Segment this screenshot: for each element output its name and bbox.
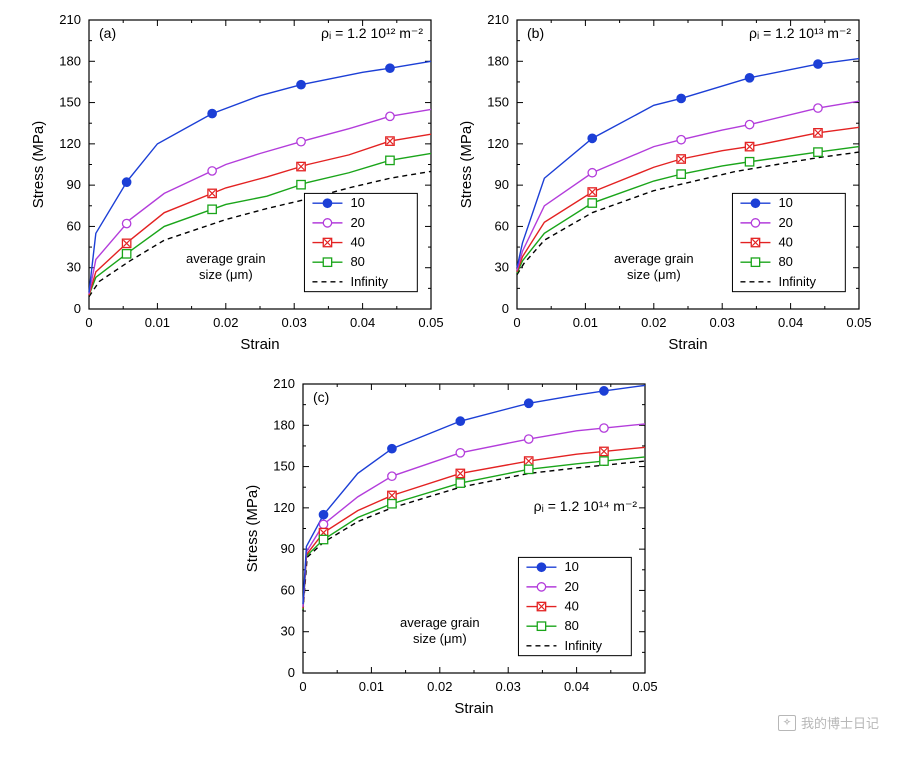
legend-item-inf: Infinity bbox=[778, 274, 816, 289]
legend-item-40: 40 bbox=[564, 599, 578, 614]
svg-text:60: 60 bbox=[280, 582, 294, 597]
svg-text:0.05: 0.05 bbox=[418, 315, 443, 330]
svg-text:90: 90 bbox=[280, 541, 294, 556]
legend-item-inf: Infinity bbox=[350, 274, 388, 289]
chart-panel-b: 0 0.01 0.02 0.03 0.04 0.05 0 30 60 90 120 150 180 210… bbox=[453, 6, 873, 366]
y-axis-label: Stress (MPa) bbox=[244, 485, 261, 573]
legend-title-line-1: size (μm) bbox=[412, 631, 466, 646]
x-axis-label: Strain bbox=[454, 700, 493, 717]
annotation-rho: ρᵢ = 1.2 10¹³ m⁻² bbox=[749, 25, 851, 41]
legend-title-line-0: average grain bbox=[186, 251, 266, 266]
svg-text:0.03: 0.03 bbox=[495, 679, 520, 694]
svg-text:0.05: 0.05 bbox=[632, 679, 657, 694]
svg-text:0.01: 0.01 bbox=[572, 315, 597, 330]
legend-item-20: 20 bbox=[778, 215, 792, 230]
panel-tag: (b) bbox=[527, 25, 544, 41]
legend-title-line-1: size (μm) bbox=[198, 267, 252, 282]
annotation-rho: ρᵢ = 1.2 10¹² m⁻² bbox=[321, 25, 423, 41]
chart-panel-c: 0 0.01 0.02 0.03 0.04 0.05 0 30 60 90 120 150 180 210… bbox=[239, 370, 659, 730]
svg-text:150: 150 bbox=[59, 95, 81, 110]
svg-text:120: 120 bbox=[59, 136, 81, 151]
svg-text:90: 90 bbox=[494, 177, 508, 192]
chart-svg-c: 0 0.01 0.02 0.03 0.04 0.05 0 30 60 90 120 150 180 210… bbox=[239, 370, 659, 725]
svg-text:0: 0 bbox=[501, 301, 508, 316]
legend-item-10: 10 bbox=[778, 195, 792, 210]
svg-text:0: 0 bbox=[299, 679, 306, 694]
svg-text:30: 30 bbox=[494, 260, 508, 275]
svg-text:90: 90 bbox=[66, 177, 80, 192]
svg-text:60: 60 bbox=[66, 218, 80, 233]
svg-text:0.01: 0.01 bbox=[144, 315, 169, 330]
svg-text:150: 150 bbox=[273, 459, 295, 474]
svg-text:0: 0 bbox=[85, 315, 92, 330]
svg-text:0.04: 0.04 bbox=[563, 679, 588, 694]
watermark-text: 我的博士日记 bbox=[801, 713, 879, 732]
svg-text:30: 30 bbox=[280, 624, 294, 639]
legend-item-10: 10 bbox=[350, 195, 364, 210]
svg-text:0.02: 0.02 bbox=[427, 679, 452, 694]
svg-text:0.05: 0.05 bbox=[846, 315, 871, 330]
top-row: 0 0.01 0.02 0.03 0.04 0.05 0 30 60 90 120 150 180 210… bbox=[0, 0, 897, 366]
legend-item-80: 80 bbox=[778, 254, 792, 269]
svg-text:150: 150 bbox=[487, 95, 509, 110]
svg-text:0.02: 0.02 bbox=[641, 315, 666, 330]
svg-text:180: 180 bbox=[273, 417, 295, 432]
legend-item-20: 20 bbox=[350, 215, 364, 230]
svg-text:210: 210 bbox=[59, 12, 81, 27]
svg-text:180: 180 bbox=[59, 53, 81, 68]
x-axis-label: Strain bbox=[240, 336, 279, 353]
legend-title-line-0: average grain bbox=[614, 251, 694, 266]
svg-text:30: 30 bbox=[66, 260, 80, 275]
svg-text:0.04: 0.04 bbox=[777, 315, 802, 330]
legend-item-40: 40 bbox=[350, 235, 364, 250]
svg-text:0: 0 bbox=[73, 301, 80, 316]
y-axis-label: Stress (MPa) bbox=[30, 121, 47, 209]
legend-item-10: 10 bbox=[564, 559, 578, 574]
svg-text:0.03: 0.03 bbox=[281, 315, 306, 330]
svg-text:0.01: 0.01 bbox=[358, 679, 383, 694]
bottom-row: 0 0.01 0.02 0.03 0.04 0.05 0 30 60 90 120 150 180 210… bbox=[0, 370, 897, 730]
legend-item-80: 80 bbox=[564, 618, 578, 633]
legend-item-20: 20 bbox=[564, 579, 578, 594]
svg-text:60: 60 bbox=[494, 218, 508, 233]
watermark: ✧ 我的博士日记 bbox=[778, 713, 879, 732]
svg-text:0.04: 0.04 bbox=[349, 315, 374, 330]
legend-item-40: 40 bbox=[778, 235, 792, 250]
y-axis-label: Stress (MPa) bbox=[458, 121, 475, 209]
legend-item-80: 80 bbox=[350, 254, 364, 269]
legend-title-line-0: average grain bbox=[400, 615, 480, 630]
chart-svg-a: 0 0.01 0.02 0.03 0.04 0.05 0 30 60 90 120 150 180 210… bbox=[25, 6, 445, 361]
legend-item-inf: Infinity bbox=[564, 638, 602, 653]
svg-text:0.03: 0.03 bbox=[709, 315, 734, 330]
svg-text:120: 120 bbox=[273, 500, 295, 515]
x-axis-label: Strain bbox=[668, 336, 707, 353]
svg-text:0: 0 bbox=[513, 315, 520, 330]
legend-title-line-1: size (μm) bbox=[626, 267, 680, 282]
wechat-icon: ✧ bbox=[778, 715, 796, 731]
svg-text:210: 210 bbox=[273, 376, 295, 391]
svg-text:120: 120 bbox=[487, 136, 509, 151]
chart-panel-a: 0 0.01 0.02 0.03 0.04 0.05 0 30 60 90 120 150 180 210… bbox=[25, 6, 445, 366]
svg-text:0: 0 bbox=[287, 665, 294, 680]
svg-text:180: 180 bbox=[487, 53, 509, 68]
svg-text:210: 210 bbox=[487, 12, 509, 27]
svg-text:0.02: 0.02 bbox=[213, 315, 238, 330]
annotation-rho: ρᵢ = 1.2 10¹⁴ m⁻² bbox=[533, 498, 637, 514]
panel-tag: (a) bbox=[99, 25, 116, 41]
panel-tag: (c) bbox=[313, 389, 329, 405]
chart-svg-b: 0 0.01 0.02 0.03 0.04 0.05 0 30 60 90 120 150 180 210… bbox=[453, 6, 873, 361]
